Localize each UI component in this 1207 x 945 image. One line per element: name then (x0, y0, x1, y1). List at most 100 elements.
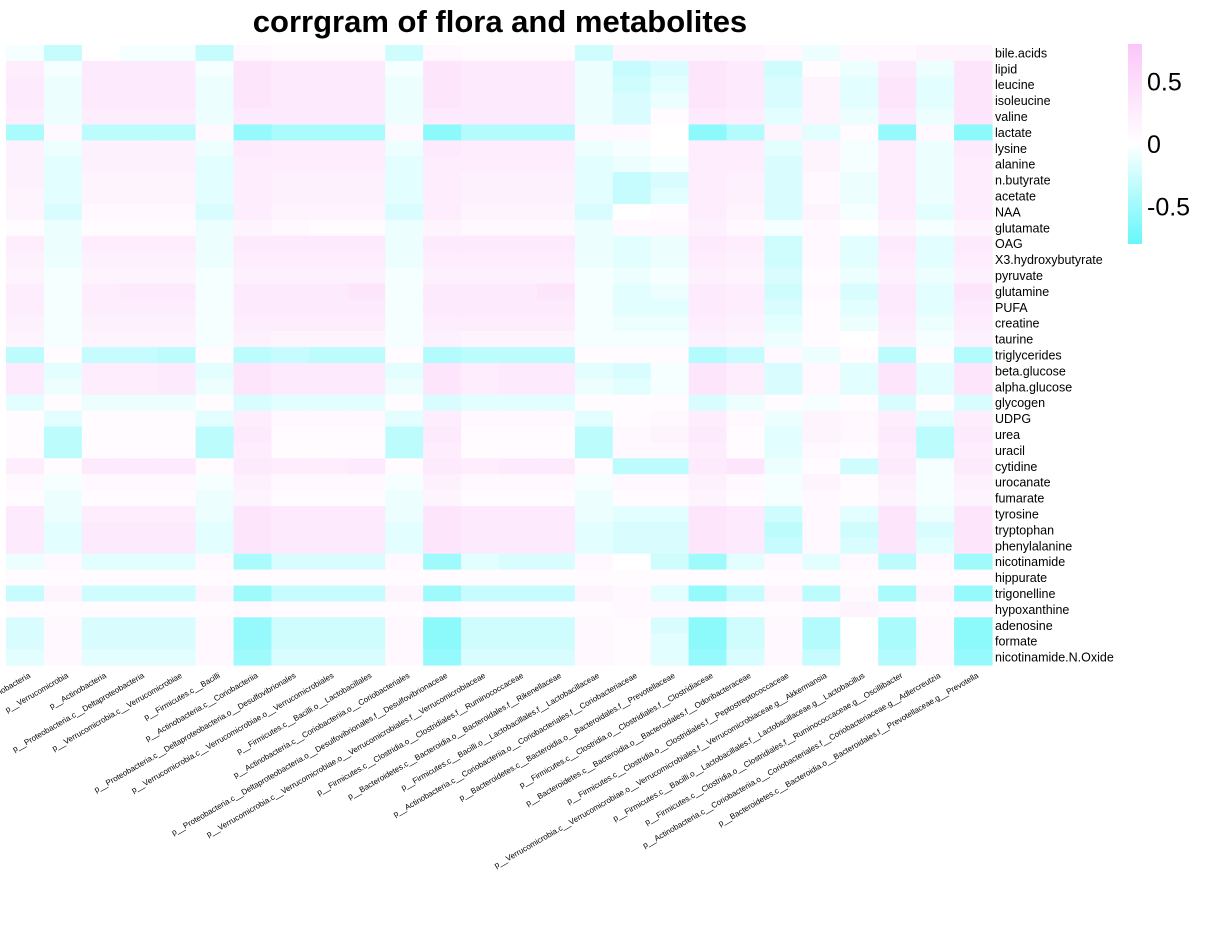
heatmap-cell (536, 188, 576, 205)
heatmap-cell (119, 426, 159, 444)
heatmap-cell (271, 394, 310, 412)
heatmap-cell (385, 172, 424, 189)
heatmap-cell (726, 156, 766, 173)
heatmap-cell (43, 60, 83, 78)
heatmap-cell (650, 601, 690, 618)
heatmap-cell (688, 506, 728, 523)
heatmap-cell (612, 283, 652, 300)
heatmap-cell (385, 267, 424, 285)
heatmap-cell (157, 633, 197, 650)
heatmap-cell (764, 553, 803, 571)
heatmap-cell (612, 76, 652, 94)
heatmap-cell (499, 267, 538, 285)
heatmap-cell (6, 442, 45, 459)
heatmap-cell (195, 315, 235, 332)
heatmap-cell (574, 426, 614, 444)
heatmap-cell (574, 140, 614, 157)
heatmap-cell (764, 569, 803, 587)
heatmap-cell (423, 203, 462, 221)
heatmap-cell (195, 553, 235, 571)
heatmap-cell (726, 362, 766, 380)
heatmap-cell (574, 617, 614, 634)
heatmap-cell (726, 172, 766, 189)
heatmap-cell (726, 537, 766, 555)
heatmap-cell (233, 426, 273, 444)
heatmap-cell (461, 235, 500, 253)
heatmap-cell (840, 569, 879, 587)
heatmap-cell (574, 633, 614, 650)
row-label: urea (995, 428, 1020, 442)
heatmap-cell (764, 649, 803, 666)
heatmap-cell (650, 347, 690, 364)
heatmap-cell (309, 251, 348, 269)
heatmap-cell (271, 442, 310, 459)
heatmap-cell (271, 331, 310, 348)
heatmap-cell (157, 442, 197, 459)
heatmap-cell (81, 299, 121, 316)
heatmap-cell (157, 362, 197, 380)
heatmap-cell (6, 537, 45, 555)
heatmap-cell (536, 172, 576, 189)
heatmap-cell (461, 347, 500, 364)
heatmap-cell (650, 569, 690, 587)
heatmap-cell (309, 601, 348, 618)
heatmap-cell (764, 617, 803, 634)
heatmap-cell (385, 649, 424, 666)
heatmap-cell (271, 410, 310, 428)
heatmap-cell (347, 347, 386, 364)
heatmap-cell (650, 537, 690, 555)
heatmap-cell (385, 60, 424, 78)
heatmap-cell (878, 474, 917, 491)
heatmap-cell (43, 76, 83, 94)
heatmap-cell (878, 410, 917, 428)
heatmap-cell (536, 633, 576, 650)
heatmap-cell (119, 569, 159, 587)
heatmap-cell (612, 474, 652, 491)
heatmap-cell (840, 490, 879, 507)
heatmap-cell (461, 537, 500, 555)
heatmap-cell (574, 569, 614, 587)
heatmap-cell (119, 251, 159, 269)
heatmap-cell (612, 378, 652, 396)
heatmap-cell (43, 92, 83, 110)
heatmap-cell (612, 410, 652, 428)
heatmap-cell (157, 506, 197, 523)
heatmap-cell (309, 458, 348, 475)
row-label: alanine (995, 158, 1035, 172)
heatmap-cell (840, 156, 879, 173)
heatmap-cell (271, 633, 310, 650)
heatmap-cell (612, 633, 652, 650)
heatmap-cell (157, 76, 197, 94)
heatmap-cell (536, 203, 576, 221)
heatmap-cell (840, 585, 879, 603)
heatmap-cell (233, 490, 273, 507)
heatmap-cell (195, 410, 235, 428)
heatmap-cell (461, 601, 500, 618)
heatmap-cell (271, 76, 310, 94)
heatmap-cell (119, 203, 159, 221)
heatmap-cell (157, 331, 197, 348)
heatmap-cell (726, 601, 766, 618)
heatmap-cell (423, 219, 462, 237)
heatmap-cell (385, 140, 424, 157)
color-legend: 0.5 0 -0.5 (1128, 44, 1190, 244)
heatmap-cell (43, 490, 83, 507)
heatmap-cell (119, 45, 159, 62)
heatmap-cell (954, 458, 993, 475)
heatmap-cell (878, 283, 917, 300)
heatmap-cell (233, 188, 273, 205)
heatmap-cell (6, 426, 45, 444)
heatmap-cell (878, 251, 917, 269)
row-label: glycogen (995, 396, 1045, 410)
heatmap-cell (574, 601, 614, 618)
heatmap-cell (233, 219, 273, 237)
heatmap-cell (271, 140, 310, 157)
heatmap-cell (499, 442, 538, 459)
heatmap-cell (157, 569, 197, 587)
heatmap-cell (6, 362, 45, 380)
heatmap-cell (6, 76, 45, 94)
heatmap-cell (385, 426, 424, 444)
heatmap-cell (385, 378, 424, 396)
heatmap-cell (195, 92, 235, 110)
heatmap-cell (6, 394, 45, 412)
